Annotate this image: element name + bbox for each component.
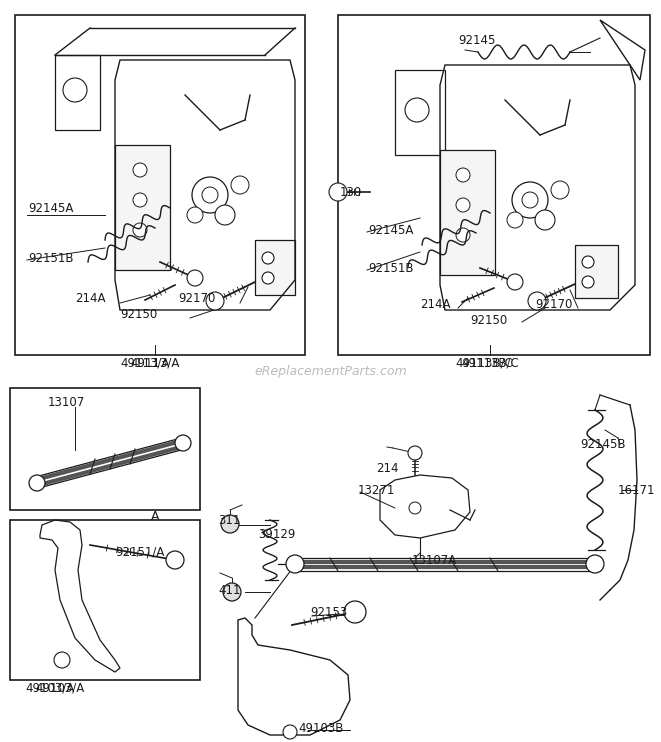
Circle shape [456,168,470,182]
Bar [338,15,650,355]
Circle shape [166,551,184,569]
Text: 92145A: 92145A [368,223,413,237]
Text: 13107A: 13107A [412,554,457,566]
Text: 49113/A: 49113/A [120,356,169,370]
Text: 92145A: 92145A [28,202,73,214]
Circle shape [187,207,203,223]
Text: 92151B: 92151B [28,252,73,264]
Circle shape [206,292,224,310]
Circle shape [262,272,274,284]
Circle shape [582,276,594,288]
Text: 13107: 13107 [48,396,85,410]
Text: 49103/A: 49103/A [36,681,85,695]
Bar [55,55,100,130]
Circle shape [507,212,523,228]
Circle shape [192,177,228,213]
Circle shape [29,475,45,491]
Circle shape [586,555,604,573]
Circle shape [54,652,70,668]
Bar [115,145,170,270]
Circle shape [522,192,538,208]
Circle shape [262,252,274,264]
Circle shape [133,163,147,177]
Bar [10,520,200,680]
Circle shape [512,182,548,218]
Text: 214: 214 [376,462,399,474]
Circle shape [187,270,203,286]
Text: 92150: 92150 [470,314,507,326]
Circle shape [405,98,429,122]
Circle shape [215,205,235,225]
Text: 13271: 13271 [358,484,395,496]
Circle shape [456,198,470,212]
Circle shape [63,78,87,102]
Text: 49113B/C: 49113B/C [455,356,513,370]
Text: 214A: 214A [420,298,451,312]
Circle shape [231,176,249,194]
Circle shape [133,193,147,207]
Circle shape [456,228,470,242]
Circle shape [175,435,191,451]
Circle shape [133,223,147,237]
Text: 92145: 92145 [458,33,495,47]
Text: 311: 311 [218,513,241,527]
Bar [255,240,295,295]
Bar [395,70,445,155]
Circle shape [344,601,366,623]
Bar [575,245,618,298]
Text: 92153: 92153 [310,606,347,620]
Text: 92151B: 92151B [368,261,414,275]
Text: 411: 411 [218,583,241,597]
Text: 49113B/C: 49113B/C [461,356,519,370]
Text: 49103B: 49103B [298,721,343,735]
Circle shape [507,274,523,290]
Bar [15,15,305,355]
Text: eReplacementParts.com: eReplacementParts.com [254,366,407,378]
Circle shape [582,256,594,268]
Circle shape [202,187,218,203]
Circle shape [286,555,304,573]
Text: 214A: 214A [75,292,106,304]
Bar [10,388,200,510]
Circle shape [409,502,421,514]
Circle shape [551,181,569,199]
Text: 92145B: 92145B [580,439,625,451]
Circle shape [528,292,546,310]
Circle shape [535,210,555,230]
Circle shape [223,583,241,601]
Circle shape [329,183,347,201]
Text: 49113/A: 49113/A [130,356,180,370]
Text: A: A [151,510,159,524]
Text: 130: 130 [340,186,362,199]
Bar [440,150,495,275]
Circle shape [221,515,239,533]
Text: 92170: 92170 [178,292,215,304]
Text: 39129: 39129 [258,528,295,540]
Text: 49103/A: 49103/A [25,681,74,695]
Text: 92170: 92170 [535,298,572,312]
Text: 16171: 16171 [618,484,656,496]
Circle shape [408,446,422,460]
Text: 92151/A: 92151/A [115,545,165,559]
Circle shape [283,725,297,739]
Text: 92150: 92150 [120,309,157,321]
